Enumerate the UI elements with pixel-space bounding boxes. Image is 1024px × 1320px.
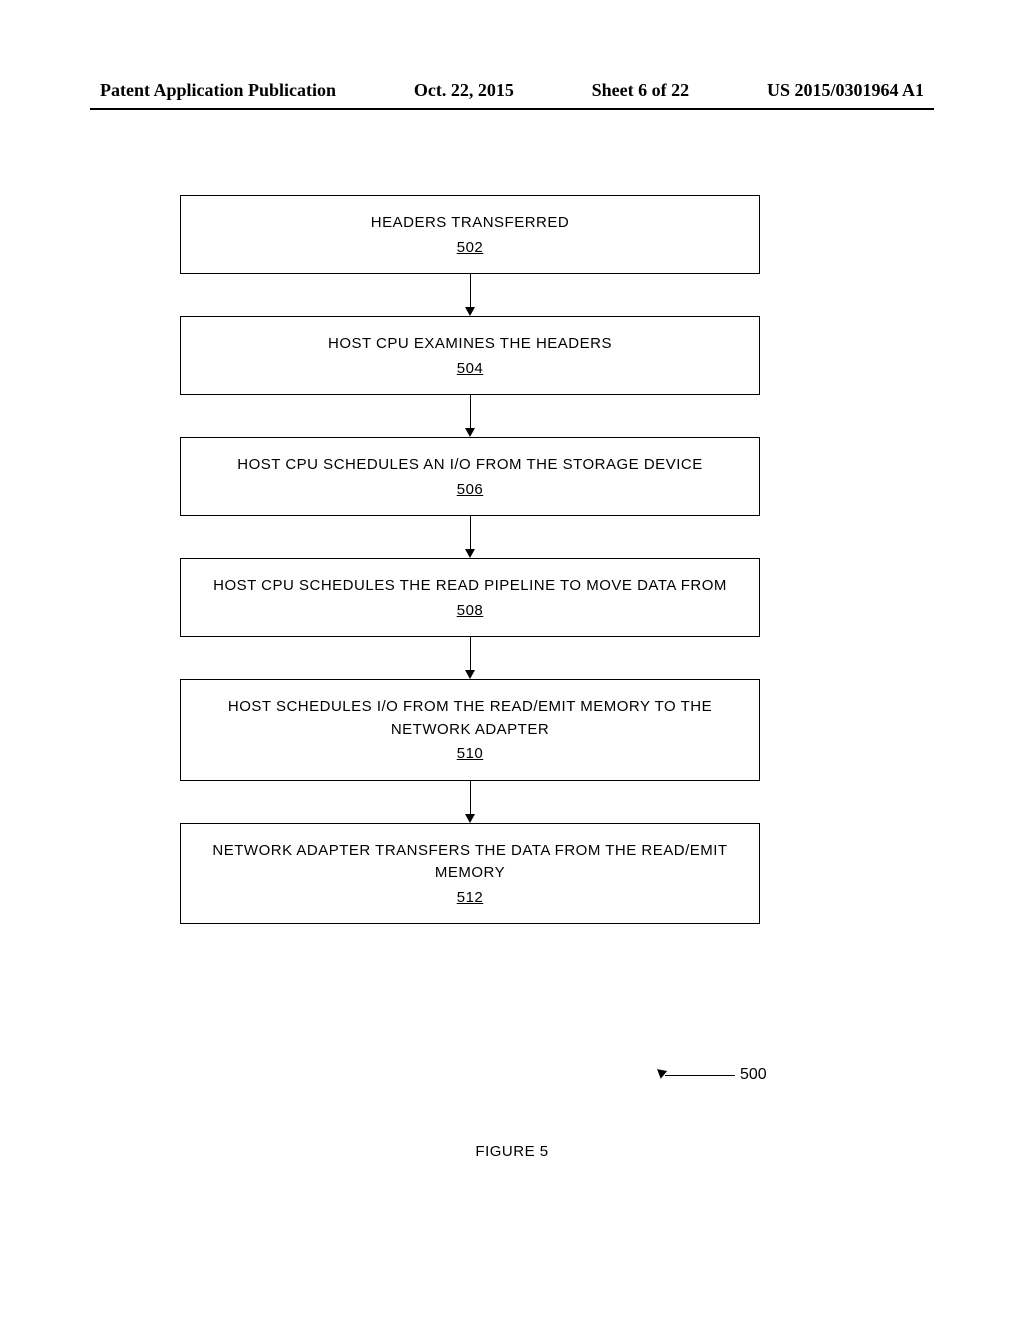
flow-node-label: HOST SCHEDULES I/O FROM THE READ/EMIT ME… bbox=[201, 696, 739, 741]
flow-node-ref: 508 bbox=[201, 600, 739, 623]
flow-node-510: HOST SCHEDULES I/O FROM THE READ/EMIT ME… bbox=[180, 679, 760, 781]
publication-date: Oct. 22, 2015 bbox=[414, 80, 514, 101]
arrow-down-icon bbox=[465, 428, 475, 437]
flow-node-508: HOST CPU SCHEDULES THE READ PIPELINE TO … bbox=[180, 558, 760, 637]
arrow-down-icon bbox=[465, 814, 475, 823]
arrow-down-icon bbox=[465, 549, 475, 558]
flow-node-label: HOST CPU SCHEDULES THE READ PIPELINE TO … bbox=[201, 575, 739, 598]
flow-node-label: NETWORK ADAPTER TRANSFERS THE DATA FROM … bbox=[201, 840, 739, 885]
flow-node-label: HOST CPU EXAMINES THE HEADERS bbox=[201, 333, 739, 356]
arrow-down-icon bbox=[465, 670, 475, 679]
callout-arrowhead-icon bbox=[654, 1065, 667, 1078]
flow-node-ref: 510 bbox=[201, 743, 739, 766]
flow-node-ref: 504 bbox=[201, 358, 739, 381]
flow-node-512: NETWORK ADAPTER TRANSFERS THE DATA FROM … bbox=[180, 823, 760, 925]
figure-caption: FIGURE 5 bbox=[0, 1143, 1024, 1160]
flow-node-ref: 506 bbox=[201, 479, 739, 502]
publication-label: Patent Application Publication bbox=[100, 80, 336, 101]
flow-node-502: HEADERS TRANSFERRED502 bbox=[180, 195, 760, 274]
flow-node-label: HOST CPU SCHEDULES AN I/O FROM THE STORA… bbox=[201, 454, 739, 477]
arrow-down-icon bbox=[465, 307, 475, 316]
flowchart: HEADERS TRANSFERRED502 HOST CPU EXAMINES … bbox=[180, 195, 760, 924]
flow-node-506: HOST CPU SCHEDULES AN I/O FROM THE STORA… bbox=[180, 437, 760, 516]
flow-node-ref: 502 bbox=[201, 237, 739, 260]
sheet-number: Sheet 6 of 22 bbox=[592, 80, 690, 101]
flow-node-504: HOST CPU EXAMINES THE HEADERS504 bbox=[180, 316, 760, 395]
callout-reference-number: 500 bbox=[740, 1066, 767, 1084]
header-rule bbox=[90, 108, 934, 110]
flow-node-label: HEADERS TRANSFERRED bbox=[201, 212, 739, 235]
callout-line bbox=[665, 1075, 735, 1076]
publication-number: US 2015/0301964 A1 bbox=[767, 80, 924, 101]
flow-node-ref: 512 bbox=[201, 887, 739, 910]
